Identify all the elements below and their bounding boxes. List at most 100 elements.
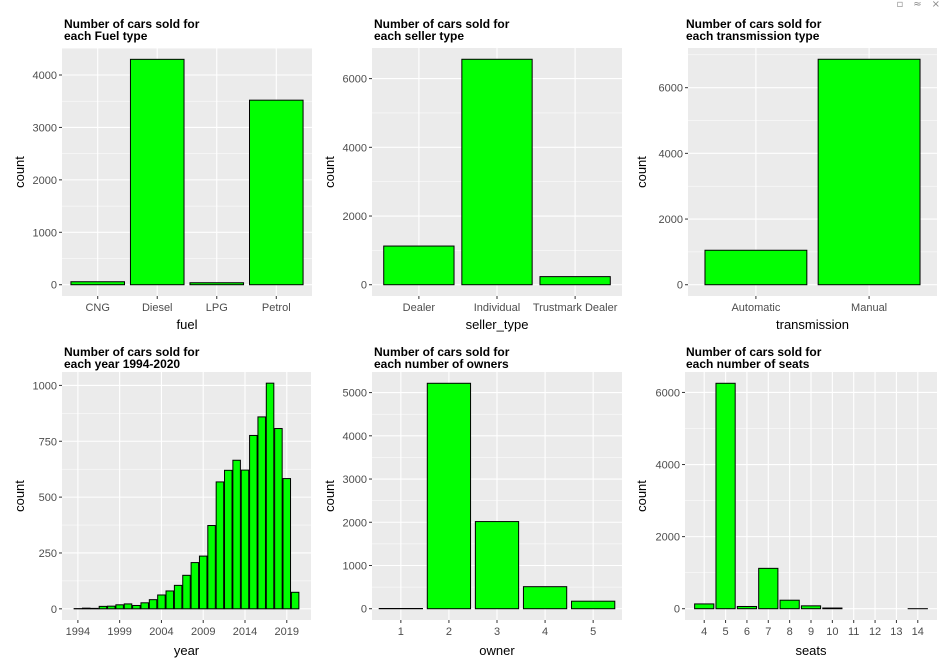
bar bbox=[148, 599, 158, 610]
x-tick-label: Individual bbox=[474, 302, 520, 314]
x-tick-label: 2019 bbox=[275, 626, 299, 638]
y-tick-label: 2000 bbox=[656, 532, 680, 544]
bar bbox=[474, 521, 520, 610]
y-tick-label: 4000 bbox=[343, 142, 367, 154]
chart-title-line: Number of cars sold for bbox=[64, 17, 200, 31]
bar bbox=[129, 58, 185, 286]
bar bbox=[758, 567, 779, 610]
y-tick-label: 5000 bbox=[343, 388, 367, 400]
x-tick-label: 9 bbox=[808, 626, 814, 638]
bar bbox=[522, 586, 568, 610]
x-tick-label: 13 bbox=[890, 626, 902, 638]
bar bbox=[189, 282, 245, 286]
bar bbox=[132, 604, 141, 610]
x-tick-label: 2 bbox=[446, 626, 452, 638]
bar bbox=[461, 58, 533, 286]
bar bbox=[140, 602, 149, 610]
x-tick-label: 6 bbox=[744, 626, 750, 638]
x-tick-label: LPG bbox=[206, 302, 228, 314]
bar bbox=[190, 562, 200, 610]
bar bbox=[715, 382, 736, 610]
bar bbox=[249, 99, 304, 286]
y-tick-label: 2000 bbox=[659, 214, 683, 226]
bar bbox=[173, 584, 183, 610]
bar bbox=[115, 604, 124, 610]
chart-title-line: each number of seats bbox=[686, 357, 810, 371]
y-tick-label: 0 bbox=[677, 280, 683, 292]
bar bbox=[215, 481, 225, 610]
y-tick-label: 4000 bbox=[343, 431, 367, 443]
bar bbox=[822, 607, 843, 610]
close-icon[interactable]: × bbox=[931, 0, 940, 10]
chart-panel-1 bbox=[59, 48, 312, 299]
x-tick-label: Automatic bbox=[731, 302, 780, 314]
chart-title-line: Number of cars sold for bbox=[64, 345, 200, 359]
bar bbox=[240, 469, 250, 610]
chart-title-line: each Fuel type bbox=[64, 29, 148, 43]
y-axis-label: count bbox=[634, 156, 649, 188]
bar bbox=[571, 600, 616, 610]
x-tick-label: 10 bbox=[826, 626, 838, 638]
x-tick-label: 2014 bbox=[233, 626, 257, 638]
x-tick-label: 12 bbox=[869, 626, 881, 638]
y-axis-label: count bbox=[322, 156, 337, 188]
x-axis-label: fuel bbox=[177, 317, 198, 332]
bar bbox=[165, 590, 175, 610]
x-tick-label: 4 bbox=[542, 626, 548, 638]
restore-icon[interactable]: ▫ bbox=[896, 0, 904, 10]
chart-panel-4 bbox=[59, 372, 311, 623]
bar bbox=[290, 591, 300, 610]
y-tick-label: 1000 bbox=[343, 560, 367, 572]
x-tick-label: 1 bbox=[398, 626, 404, 638]
chart-title-line: Number of cars sold for bbox=[374, 17, 510, 31]
x-tick-label: 3 bbox=[494, 626, 500, 638]
y-tick-label: 500 bbox=[39, 492, 57, 504]
y-tick-label: 6000 bbox=[656, 387, 680, 399]
bar bbox=[704, 249, 808, 286]
y-tick-label: 0 bbox=[51, 280, 57, 292]
bar bbox=[282, 478, 292, 610]
chart-panel-2 bbox=[369, 48, 622, 299]
chart-title-line: Number of cars sold for bbox=[686, 17, 822, 31]
chart-panel-3 bbox=[685, 48, 937, 299]
bar bbox=[224, 469, 233, 610]
collapse-icon[interactable]: ≈ bbox=[913, 0, 922, 10]
x-tick-label: Petrol bbox=[262, 302, 291, 314]
bar bbox=[736, 605, 758, 610]
y-tick-label: 2000 bbox=[343, 517, 367, 529]
x-tick-label: 5 bbox=[590, 626, 596, 638]
chart-title-line: each year 1994-2020 bbox=[64, 357, 180, 371]
bar bbox=[539, 276, 611, 286]
bar bbox=[232, 459, 241, 610]
chart-title-line: each transmission type bbox=[686, 29, 820, 43]
y-tick-label: 0 bbox=[51, 604, 57, 616]
x-tick-label: Dealer bbox=[403, 302, 436, 314]
x-tick-label: 2009 bbox=[191, 626, 215, 638]
bar bbox=[81, 607, 91, 610]
y-tick-label: 750 bbox=[39, 436, 57, 448]
bar bbox=[274, 428, 283, 610]
y-axis-label: count bbox=[12, 480, 27, 512]
chart-panel-6 bbox=[682, 372, 937, 623]
bar bbox=[779, 599, 800, 610]
bar bbox=[107, 605, 116, 610]
bar bbox=[426, 382, 472, 610]
bar bbox=[817, 58, 921, 286]
y-axis-label: count bbox=[322, 480, 337, 512]
chart-title-line: each number of owners bbox=[374, 357, 509, 371]
y-tick-label: 2000 bbox=[343, 211, 367, 223]
bar bbox=[123, 603, 133, 610]
bar bbox=[265, 382, 275, 610]
x-axis-label: seller_type bbox=[466, 317, 529, 332]
bar bbox=[207, 524, 216, 610]
bar bbox=[198, 555, 208, 610]
x-tick-label: 1999 bbox=[107, 626, 131, 638]
bar bbox=[257, 416, 266, 610]
x-axis-label: transmission bbox=[776, 317, 849, 332]
y-axis-label: count bbox=[634, 480, 649, 512]
y-tick-label: 0 bbox=[361, 604, 367, 616]
x-axis-label: seats bbox=[795, 643, 827, 658]
y-tick-label: 3000 bbox=[33, 122, 57, 134]
bar bbox=[249, 434, 258, 610]
